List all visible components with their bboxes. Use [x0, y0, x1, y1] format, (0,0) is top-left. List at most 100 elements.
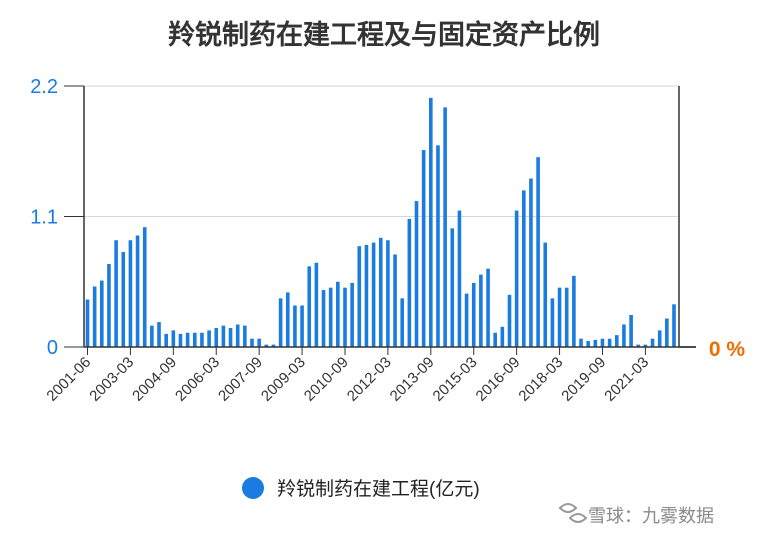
bar	[264, 344, 269, 347]
bar	[142, 227, 147, 347]
bar	[350, 282, 354, 347]
x-tick-label: 2007-09	[215, 354, 266, 405]
bar	[629, 314, 633, 347]
bar	[622, 324, 626, 347]
bar-series	[85, 97, 676, 347]
bar	[371, 242, 376, 347]
y-axis-ticks: 0 1.1 2.2	[30, 76, 84, 359]
watermark-text: 雪球：九雾数据	[588, 506, 714, 526]
legend[interactable]: 羚锐制药在建工程(亿元)	[242, 477, 480, 500]
bar	[414, 201, 419, 347]
legend-marker	[242, 477, 264, 499]
bar	[572, 275, 576, 347]
y-tick-label: 2.2	[30, 76, 58, 98]
bar	[514, 210, 519, 347]
bar	[429, 97, 433, 347]
bar	[607, 338, 612, 347]
bar	[407, 218, 412, 347]
bar	[257, 338, 261, 347]
bar	[357, 246, 362, 347]
x-tick-label: 2018-03	[515, 354, 566, 405]
bar	[285, 292, 290, 347]
bar	[214, 328, 219, 347]
bar	[564, 287, 569, 347]
grid-lines	[84, 85, 679, 217]
bar	[192, 332, 197, 347]
bar	[150, 325, 154, 347]
bar	[343, 287, 347, 347]
bar	[107, 263, 111, 347]
bar	[500, 326, 505, 347]
x-tick-label: 2021-03	[601, 354, 652, 405]
bar	[293, 305, 297, 347]
bar	[378, 237, 383, 347]
x-tick-label: 2013-09	[387, 354, 438, 405]
x-tick-label: 2019-09	[558, 354, 609, 405]
bar	[479, 274, 483, 347]
bar	[278, 298, 283, 347]
bar	[672, 304, 676, 347]
bar	[493, 332, 497, 347]
bar	[100, 280, 104, 347]
bar	[529, 178, 533, 347]
bar	[300, 305, 304, 347]
bar	[579, 338, 583, 347]
bar	[200, 332, 204, 347]
bar	[522, 190, 526, 347]
bar	[614, 335, 619, 347]
bar	[471, 282, 476, 347]
bar	[636, 344, 641, 347]
bar	[486, 268, 490, 347]
bar	[557, 287, 562, 347]
bar	[386, 240, 390, 347]
bar	[128, 240, 133, 347]
bar	[157, 322, 161, 347]
bar	[307, 266, 312, 347]
y-tick-label: 1.1	[30, 207, 58, 229]
bar	[665, 318, 669, 347]
bar	[643, 344, 648, 347]
bar	[464, 293, 469, 347]
bar	[121, 252, 126, 347]
bar	[600, 338, 605, 347]
bar	[250, 338, 254, 347]
bar	[235, 324, 240, 347]
x-tick-label: 2003-03	[86, 354, 137, 405]
bar	[321, 290, 326, 347]
right-axis-label: 0 %	[709, 338, 746, 361]
x-tick-label: 2006-03	[172, 354, 223, 405]
bar	[135, 235, 140, 347]
x-tick-label: 2012-03	[344, 354, 395, 405]
bar	[164, 333, 168, 347]
bar	[393, 254, 397, 347]
x-tick-label: 2009-03	[258, 354, 309, 405]
bar	[657, 330, 662, 347]
y-tick-label: 0	[47, 337, 58, 359]
bar	[457, 210, 462, 347]
bar	[178, 333, 183, 347]
x-tick-label: 2016-09	[473, 354, 524, 405]
bar	[228, 328, 233, 347]
bar	[92, 286, 97, 347]
bar	[543, 242, 548, 347]
x-tick-label: 2001-06	[43, 354, 94, 405]
bar	[328, 287, 333, 347]
bar	[536, 157, 540, 347]
bar	[650, 338, 655, 347]
bar	[421, 150, 426, 347]
bar	[271, 344, 276, 347]
bar	[450, 228, 455, 347]
bar	[593, 339, 598, 347]
xueqiu-logo-icon	[558, 503, 588, 523]
bar	[185, 332, 190, 347]
bar	[85, 299, 90, 347]
bar	[436, 145, 440, 347]
x-tick-label: 2010-09	[301, 354, 352, 405]
bar	[314, 262, 319, 347]
bar	[400, 298, 405, 347]
chart-title: 羚锐制药在建工程及与固定资产比例	[168, 19, 600, 50]
bar	[114, 240, 118, 347]
bar	[221, 325, 226, 347]
bar	[207, 330, 211, 347]
